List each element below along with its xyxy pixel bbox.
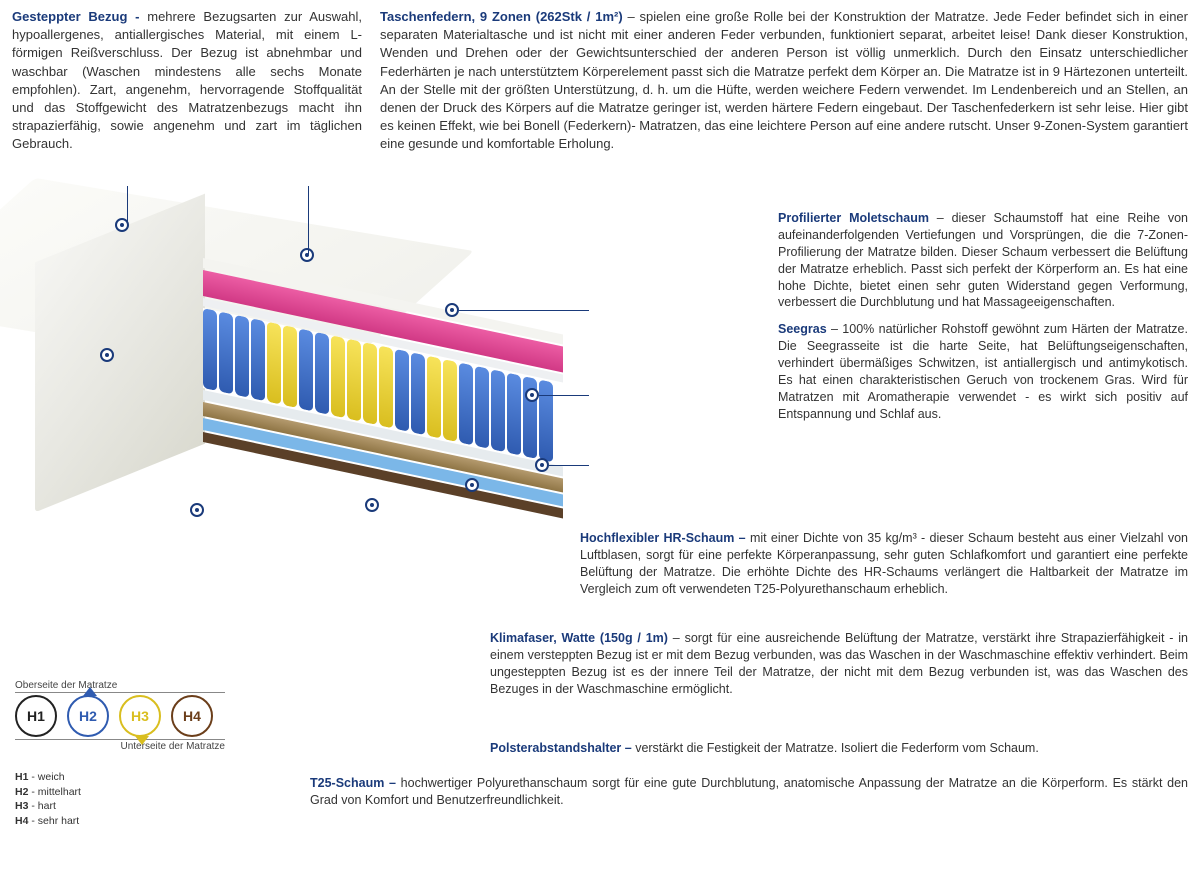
klima-description: Klimafaser, Watte (150g / 1m) – sorgt fü… [490, 630, 1188, 698]
callout-dot-hr [535, 458, 549, 472]
molet-heading: Profilierter Moletschaum [778, 211, 929, 225]
hardness-key-line: H2 - mittelhart [15, 785, 265, 800]
hardness-circles-row: H1H2H3H4 [15, 695, 265, 737]
polster-body: verstärkt die Festigkeit der Matratze. I… [632, 741, 1039, 755]
spring-column [411, 352, 425, 435]
spring-column [299, 328, 313, 411]
lead-line [459, 310, 589, 311]
lead-line [539, 395, 589, 396]
polster-description: Polsterabstandshalter – verstärkt die Fe… [490, 740, 1188, 757]
hr-heading: Hochflexibler HR-Schaum – [580, 531, 746, 545]
spring-column [459, 362, 473, 445]
hardness-key-line: H4 - sehr hart [15, 814, 265, 829]
spring-column [331, 335, 345, 418]
hr-description: Hochflexibler HR-Schaum – mit einer Dich… [580, 530, 1188, 598]
klima-heading: Klimafaser, Watte (150g / 1m) [490, 631, 668, 645]
spring-column [363, 342, 377, 425]
lead-line [549, 465, 589, 466]
springs-body: – spielen eine große Rolle bei der Konst… [380, 9, 1188, 151]
callout-dot-springs [300, 248, 314, 262]
spring-column [395, 348, 409, 431]
springs-heading: Taschenfedern, 9 Zonen (262Stk / 1m²) [380, 9, 623, 24]
hardness-circle-h3: H3 [119, 695, 161, 737]
molet-body: – dieser Schaumstoff hat eine Reihe von … [778, 211, 1188, 309]
seegras-description: Seegras – 100% natürlicher Rohstoff gewö… [778, 321, 1188, 422]
hardness-key-line: H3 - hart [15, 799, 265, 814]
mattress-illustration [15, 168, 575, 548]
callout-dot-polster [465, 478, 479, 492]
hardness-circle-h2: H2 [67, 695, 109, 737]
spring-column [507, 372, 521, 455]
cover-description: Gesteppter Bezug - mehrere Bezugsarten z… [12, 8, 362, 154]
spring-column [251, 318, 265, 401]
seegras-body: – 100% natürlicher Rohstoff gewöhnt zum … [778, 322, 1188, 420]
spring-column [491, 369, 505, 452]
cover-body: mehrere Bezugsarten zur Auswahl, hypoall… [12, 9, 362, 151]
spring-column [347, 338, 361, 421]
spring-column [283, 325, 297, 408]
lead-line [308, 186, 309, 254]
spring-column [267, 321, 281, 404]
t25-body: hochwertiger Polyurethanschaum sorgt für… [310, 776, 1188, 807]
t25-description: T25-Schaum – hochwertiger Polyurethansch… [310, 775, 1188, 809]
spring-column [219, 311, 233, 394]
callout-dot-molet [445, 303, 459, 317]
callout-dot-klima [190, 503, 204, 517]
polster-heading: Polsterabstandshalter – [490, 741, 632, 755]
hardness-circle-h1: H1 [15, 695, 57, 737]
spring-column [203, 308, 217, 391]
callout-dot-t25 [365, 498, 379, 512]
cover-heading: Gesteppter Bezug - [12, 9, 139, 24]
molet-description: Profilierter Moletschaum – dieser Schaum… [778, 210, 1188, 311]
spring-column [475, 365, 489, 448]
hardness-key: H1 - weichH2 - mittelhartH3 - hartH4 - s… [15, 770, 265, 829]
spring-column [315, 331, 329, 414]
spring-column [539, 379, 553, 462]
legend-top-label: Oberseite der Matratze [15, 680, 265, 691]
spring-column [235, 314, 249, 397]
springs-description: Taschenfedern, 9 Zonen (262Stk / 1m²) – … [380, 8, 1188, 154]
spring-column [443, 359, 457, 442]
spring-column [427, 355, 441, 438]
t25-heading: T25-Schaum – [310, 776, 396, 790]
hardness-key-line: H1 - weich [15, 770, 265, 785]
seegras-heading: Seegras [778, 322, 827, 336]
spring-column [379, 345, 393, 428]
callout-dot-seegras [525, 388, 539, 402]
hardness-legend: Oberseite der Matratze H1H2H3H4 Untersei… [15, 680, 265, 829]
hardness-circle-h4: H4 [171, 695, 213, 737]
lead-line [127, 186, 128, 224]
callout-dot-cover-side [100, 348, 114, 362]
